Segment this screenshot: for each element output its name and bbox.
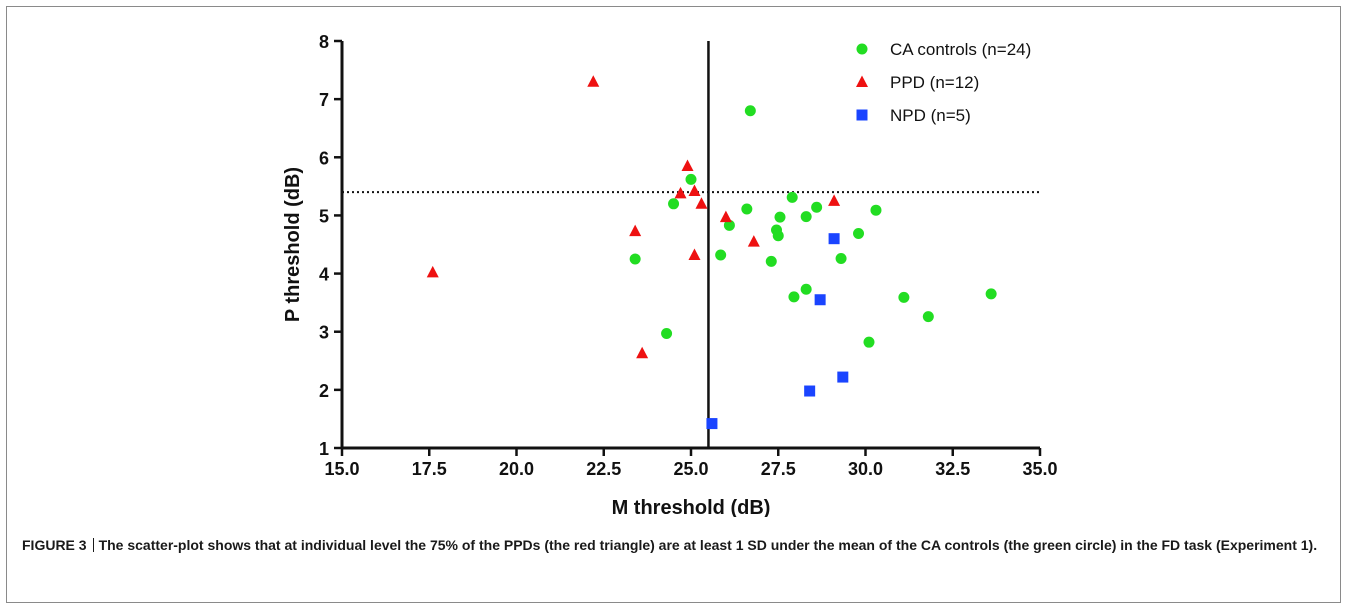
chart-axes: 15.0 17.5 20.0 22.5 25.0 27.5 30.0 32.5 35.0 1 2 3 4… — [319, 32, 1058, 479]
ca-control-point — [715, 249, 727, 261]
x-tick-label: 25.0 — [673, 459, 708, 479]
ppd-point — [688, 184, 701, 197]
scatter-chart: 15.0 17.5 20.0 22.5 25.0 27.5 30.0 32.5 35.0 1 2 3 4… — [282, 32, 1058, 517]
ppd-point — [636, 346, 649, 359]
ppd-point — [747, 235, 760, 247]
ca-control-point — [668, 198, 680, 210]
y-tick-label: 7 — [319, 90, 329, 110]
ca-control-point — [811, 201, 823, 213]
x-tick-label: 27.5 — [761, 459, 796, 479]
x-tick-label: 22.5 — [586, 459, 621, 479]
figure-frame: 15.0 17.5 20.0 22.5 25.0 27.5 30.0 32.5 35.0 1 2 3 4… — [6, 6, 1341, 603]
ca-control-point — [772, 230, 784, 242]
x-tick-label: 20.0 — [499, 459, 534, 479]
y-tick-label: 4 — [319, 265, 329, 285]
npd-point — [814, 294, 826, 306]
x-tick-label: 30.0 — [848, 459, 883, 479]
caption-text: The scatter-plot shows that at individua… — [98, 537, 1318, 553]
x-tick-label: 35.0 — [1022, 459, 1057, 479]
y-tick-label: 3 — [319, 323, 329, 343]
caption-separator — [92, 538, 94, 552]
ca-control-point — [774, 211, 786, 223]
y-tick-label: 8 — [319, 32, 329, 52]
ca-control-point — [685, 173, 697, 185]
ca-control-point — [898, 291, 910, 303]
ca-control-point — [835, 252, 847, 264]
ca-control-point — [661, 327, 673, 339]
ca-control-point — [922, 311, 934, 323]
ca-control-point — [800, 283, 812, 295]
ca-control-point — [788, 291, 800, 303]
ca-control-point — [786, 191, 798, 203]
ppd-point — [695, 197, 708, 209]
npd-point — [804, 385, 816, 397]
chart-legend: CA controls (n=24) PPD (n=12) NPD (n=5) — [856, 40, 1031, 125]
figure-caption: FIGURE 3 The scatter-plot shows that at i… — [22, 534, 1322, 556]
ppd-point — [629, 224, 642, 237]
ppd-point — [426, 265, 439, 278]
ca-control-point — [744, 105, 756, 117]
y-tick-label: 6 — [319, 148, 329, 168]
npd-point — [828, 233, 840, 245]
ca-control-point — [723, 219, 735, 231]
data-points — [426, 75, 997, 430]
ca-control-point — [629, 253, 641, 265]
x-tick-label: 15.0 — [324, 459, 359, 479]
legend-label: CA controls (n=24) — [890, 40, 1031, 59]
ca-control-point — [870, 204, 882, 216]
ca-control-point — [853, 227, 865, 239]
y-tick-label: 5 — [319, 206, 329, 226]
x-tick-label: 17.5 — [412, 459, 447, 479]
legend-marker-ca — [856, 43, 868, 55]
ppd-point — [674, 186, 687, 199]
legend-marker-npd — [856, 109, 868, 121]
legend-label: NPD (n=5) — [890, 106, 971, 125]
legend-marker-ppd — [856, 75, 868, 87]
x-tick-label: 32.5 — [935, 459, 970, 479]
ppd-point — [828, 194, 841, 206]
x-axis-label: M threshold (dB) — [612, 497, 771, 517]
ppd-point — [688, 248, 701, 260]
figure-label: FIGURE 3 — [22, 537, 87, 553]
ca-control-point — [800, 211, 812, 223]
ca-control-point — [863, 336, 875, 348]
npd-point — [706, 418, 718, 430]
reference-lines — [342, 41, 1040, 448]
npd-point — [837, 371, 849, 383]
ca-control-point — [765, 255, 777, 267]
ppd-point — [587, 75, 600, 87]
y-axis-label: P threshold (dB) — [282, 167, 304, 322]
y-tick-label: 2 — [319, 381, 329, 401]
legend-label: PPD (n=12) — [890, 73, 979, 92]
ppd-point — [719, 210, 732, 223]
ppd-point — [681, 159, 694, 172]
ca-control-point — [741, 203, 753, 215]
ca-control-point — [985, 288, 997, 300]
y-tick-label: 1 — [319, 439, 329, 459]
